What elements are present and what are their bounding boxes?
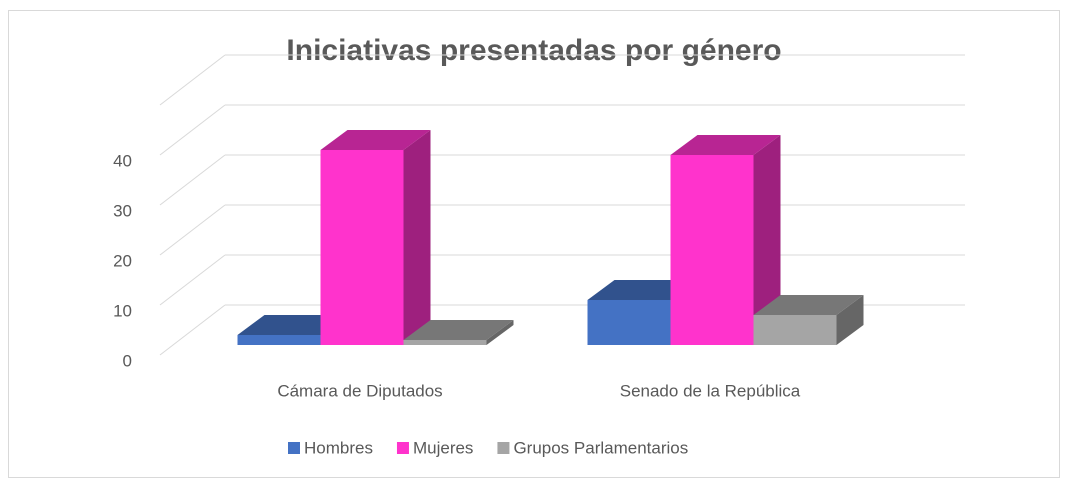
bar-top [403, 320, 514, 340]
bar-front [753, 315, 837, 345]
bar-top [320, 130, 431, 150]
y-tick-label: 0 [123, 351, 132, 370]
grid-line [159, 104, 226, 156]
bar-front [587, 300, 671, 345]
grid-line [159, 254, 226, 306]
grid-line [159, 204, 226, 256]
x-tick-label: Cámara de Diputados [277, 381, 442, 400]
legend-swatch [288, 442, 300, 454]
chart-border [8, 10, 1060, 478]
bar [670, 135, 781, 345]
y-tick-label: 40 [113, 151, 132, 170]
bar-front [320, 150, 404, 345]
bar-side [836, 295, 864, 345]
y-tick-label: 10 [113, 301, 132, 320]
bar [320, 130, 431, 345]
grid-line [159, 304, 226, 356]
bar-top [753, 295, 864, 315]
bar-front [670, 155, 754, 345]
bar [403, 320, 514, 345]
bar-front [237, 335, 321, 345]
bar-front [403, 340, 487, 345]
bar-top [237, 315, 348, 335]
y-tick-label: 20 [113, 251, 132, 270]
legend-label: Hombres [304, 438, 373, 457]
bar-top [670, 135, 781, 155]
chart-title: Iniciativas presentadas por género [286, 34, 781, 67]
grid-line [159, 154, 226, 206]
bar-side [753, 135, 781, 345]
bar-side [403, 130, 431, 345]
y-tick-label: 30 [113, 201, 132, 220]
legend-label: Mujeres [413, 438, 473, 457]
legend-swatch [396, 442, 409, 454]
x-tick-label: Senado de la República [620, 381, 801, 400]
grid-line [159, 54, 226, 106]
legend-swatch [497, 442, 510, 454]
bar-top [587, 280, 698, 300]
bar [753, 295, 864, 345]
bar-side [486, 320, 514, 345]
legend-label: Grupos Parlamentarios [513, 438, 688, 457]
